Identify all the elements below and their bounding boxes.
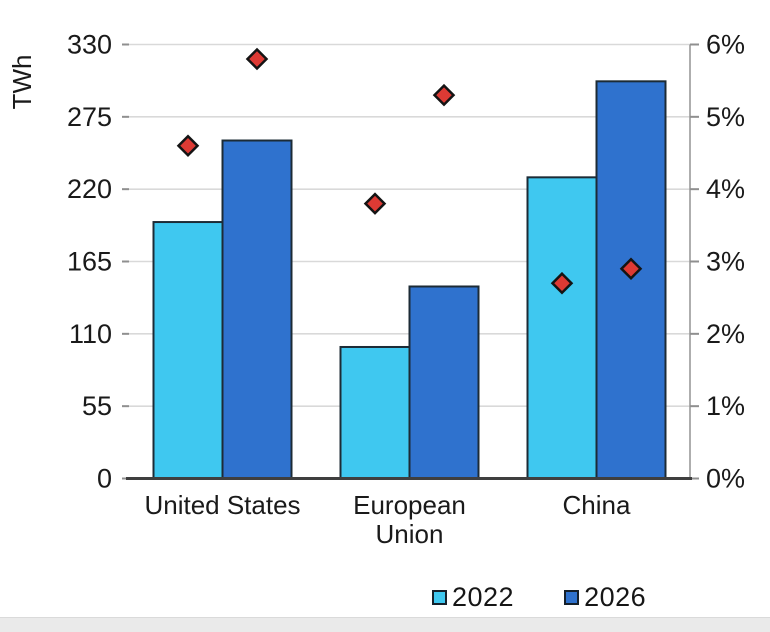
bottom-strip (0, 617, 770, 632)
right-axis-tick-label: 1% (706, 391, 745, 421)
right-axis-tick-label: 6% (706, 30, 745, 60)
diamond-marker-2026-united-states (245, 47, 269, 71)
legend-swatch-2026-icon (564, 590, 580, 605)
left-axis-title: TWh (7, 55, 37, 110)
category-label: Union (376, 519, 444, 549)
right-axis-tick-label: 4% (706, 174, 745, 204)
bar-2022-china (526, 176, 598, 480)
right-axis-tick-label: 0% (706, 464, 745, 494)
diamond-marker-2022-european-union (363, 192, 387, 215)
diamond-marker-2026-european-union (432, 83, 456, 107)
diamond-marker-2022-united-states (176, 134, 200, 158)
left-axis-tick-label: 330 (67, 30, 112, 60)
legend-label-2026: 2026 (584, 582, 647, 612)
category-label: United States (144, 490, 300, 520)
left-axis-tick-label: 275 (67, 102, 112, 132)
legend-swatch-2022-icon (432, 590, 447, 605)
category-label: China (563, 490, 631, 520)
legend-label-2022: 2022 (452, 582, 515, 612)
left-axis-tick-label: 110 (69, 319, 112, 349)
right-axis-tick-label: 3% (706, 247, 745, 277)
legend-item-2026: 2026 (564, 582, 646, 613)
left-axis-tick-label: 0 (97, 464, 112, 494)
right-axis-tick-label: 5% (706, 102, 745, 132)
left-axis-tick-label: 165 (67, 247, 112, 277)
diamond-marker-2022-china (550, 271, 574, 295)
bar-2026-european-union (408, 285, 480, 480)
legend-item-2022: 2022 (432, 582, 514, 613)
left-axis-tick-label: 55 (82, 391, 112, 421)
chart-legend: 2022 2026 (432, 582, 646, 613)
category-label: European (353, 490, 466, 520)
bar-2022-european-union (339, 345, 411, 480)
bar-2026-united-states (221, 139, 293, 480)
diamond-marker-2026-china (619, 257, 643, 281)
right-axis-tick-label: 2% (706, 319, 745, 349)
left-axis-tick-label: 220 (67, 174, 112, 204)
bar-2022-united-states (152, 221, 224, 480)
